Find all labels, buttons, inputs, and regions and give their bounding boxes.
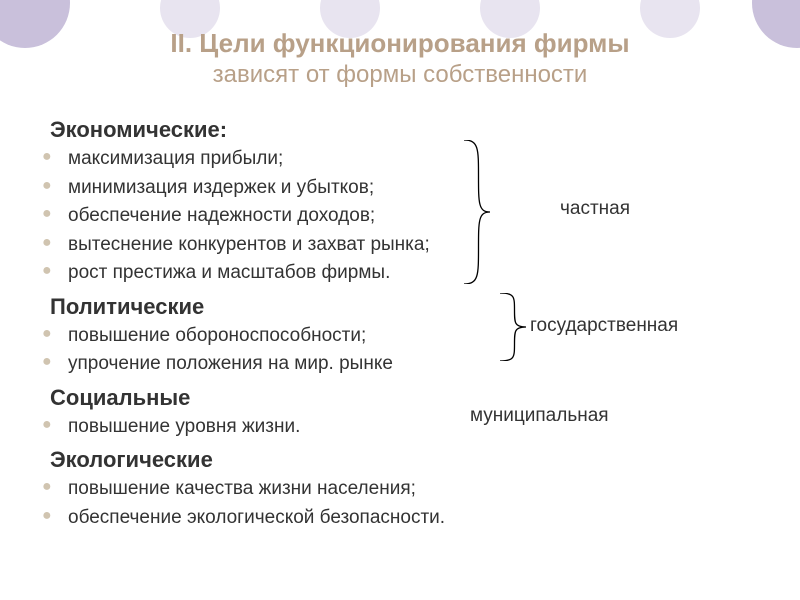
section-political: Политические повышение обороноспособност… [30, 294, 770, 379]
section-header: Политические [50, 294, 770, 320]
section-header: Экономические: [50, 117, 770, 143]
section-header: Социальные [50, 385, 770, 411]
title-sub: зависят от формы собственности [30, 61, 770, 89]
list-item: повышение качества жизни населения; [30, 475, 770, 504]
list-item: повышение обороноспособности; [30, 322, 770, 351]
list-item: обеспечение надежности доходов; [30, 202, 770, 231]
list-item: обеспечение экологической безопасности. [30, 504, 770, 533]
section-economic: Экономические: максимизация прибыли; мин… [30, 117, 770, 288]
section-social: Социальные повышение уровня жизни. [30, 385, 770, 442]
list-item: максимизация прибыли; [30, 145, 770, 174]
list-item: вытеснение конкурентов и захват рынка; [30, 231, 770, 260]
list-item: упрочение положения на мир. рынке [30, 350, 770, 379]
list-item: повышение уровня жизни. [30, 413, 770, 442]
title-block: II. Цели функционирования фирмы зависят … [30, 28, 770, 89]
section-list: максимизация прибыли; минимизация издерж… [30, 145, 770, 288]
section-ecological: Экологические повышение качества жизни н… [30, 447, 770, 532]
list-item: рост престижа и масштабов фирмы. [30, 259, 770, 288]
section-list: повышение обороноспособности; упрочение … [30, 322, 770, 379]
section-list: повышение качества жизни населения; обес… [30, 475, 770, 532]
title-main: II. Цели функционирования фирмы [30, 28, 770, 59]
section-header: Экологические [50, 447, 770, 473]
section-list: повышение уровня жизни. [30, 413, 770, 442]
list-item: минимизация издержек и убытков; [30, 174, 770, 203]
